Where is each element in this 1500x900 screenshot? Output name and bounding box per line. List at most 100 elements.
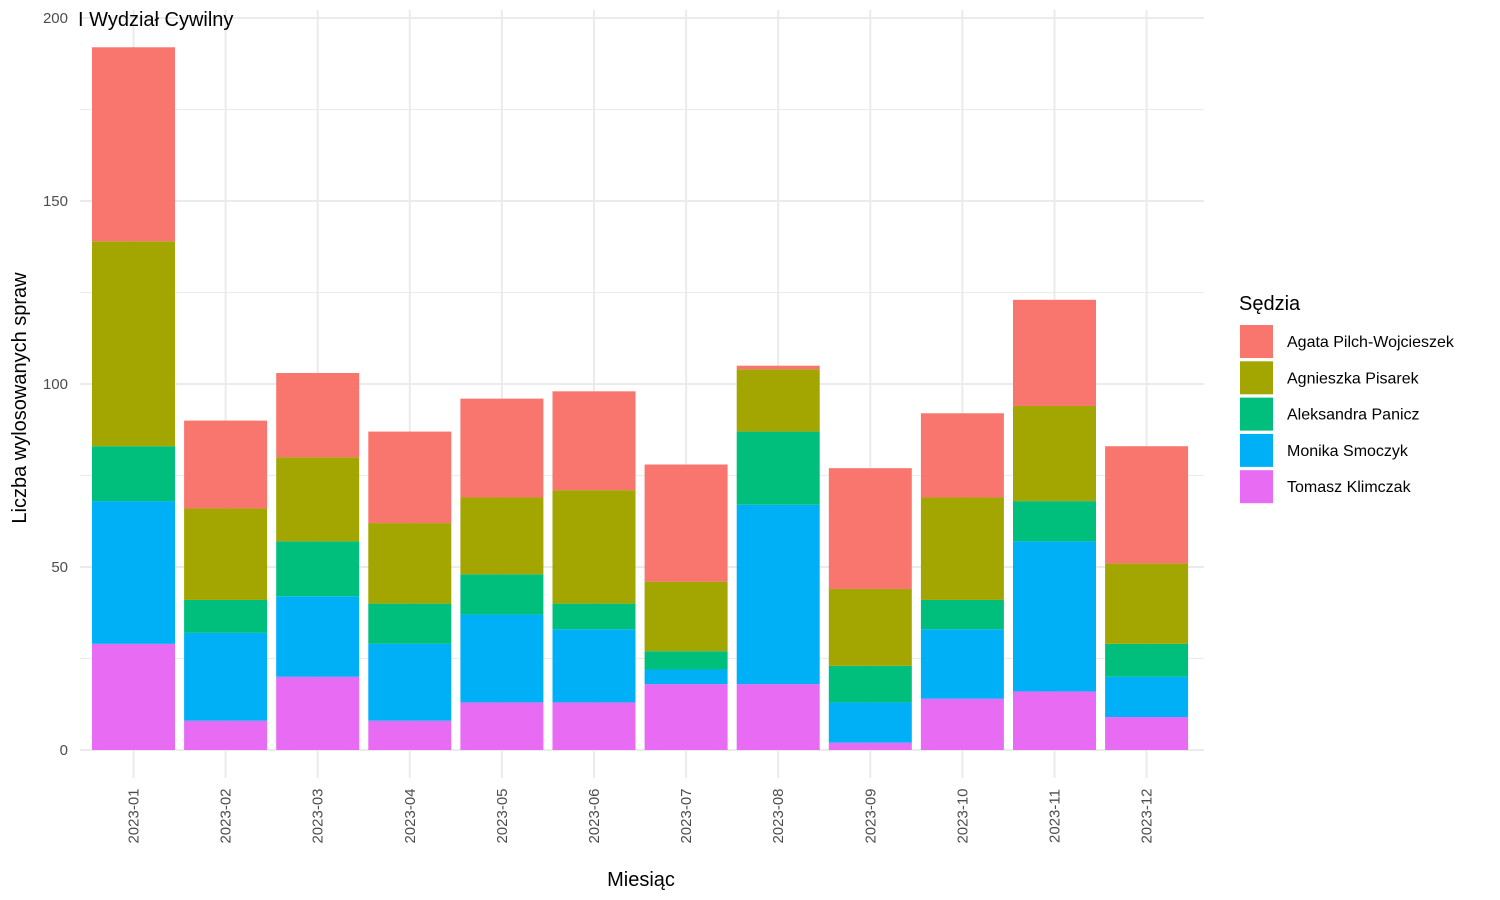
legend-label: Tomasz Klimczak: [1287, 479, 1412, 496]
bar-segment: [1105, 717, 1189, 750]
bar-stack: [92, 47, 175, 750]
x-tick-label: 2023-12: [1139, 788, 1156, 843]
bar-segment: [184, 720, 268, 750]
bar-segment: [1013, 405, 1096, 502]
x-tick-label: 2023-07: [678, 788, 695, 843]
bar-segment: [276, 596, 360, 677]
x-tick-label: 2023-10: [954, 788, 971, 843]
bar-segment: [92, 501, 175, 644]
bar-segment: [644, 651, 728, 670]
bar-segment: [460, 614, 544, 703]
bar-segment: [552, 702, 636, 750]
bar-segment: [1013, 501, 1096, 542]
bar-stack: [1105, 446, 1189, 750]
legend-swatch: [1240, 433, 1273, 467]
y-tick-label: 50: [51, 559, 68, 576]
bar-segment: [920, 629, 1004, 699]
x-tick-label: 2023-08: [770, 788, 787, 843]
bar-segment: [92, 643, 175, 750]
bar-segment: [184, 632, 268, 721]
bar-segment: [828, 742, 912, 750]
bar-segment: [644, 464, 728, 582]
bar-segment: [184, 508, 268, 600]
bar-segment: [644, 669, 728, 685]
bar-segment: [276, 676, 360, 750]
x-tick-label: 2023-04: [402, 788, 419, 843]
bar-stack: [552, 391, 636, 750]
legend-swatch: [1240, 325, 1273, 358]
bar-segment: [1013, 299, 1096, 406]
bar-segment: [92, 47, 175, 242]
legend-item: Aleksandra Panicz: [1240, 397, 1420, 431]
x-axis-ticks: 2023-01 2023-02 2023-03 2023-04 2023-05 2023-…: [126, 788, 1156, 843]
bar-segment: [828, 468, 912, 589]
bar-stack: [184, 420, 268, 750]
bar-stacks: [92, 47, 1189, 750]
bar-segment: [736, 365, 820, 370]
bar-segment: [920, 497, 1004, 600]
legend-item: Agata Pilch-Wojcieszek: [1240, 325, 1455, 358]
bar-stack: [736, 365, 820, 750]
bar-segment: [552, 391, 636, 491]
bar-segment: [460, 398, 544, 498]
x-tick-label: 2023-03: [310, 788, 327, 843]
bar-segment: [736, 369, 820, 432]
bar-segment: [1105, 643, 1189, 677]
bar-stack: [368, 431, 452, 750]
bar-segment: [920, 413, 1004, 498]
bar-segment: [460, 497, 544, 575]
bar-segment: [644, 684, 728, 750]
bar-stack: [644, 464, 728, 750]
legend-swatch: [1240, 470, 1273, 504]
legend-title: Sędzia: [1239, 293, 1301, 315]
bar-segment: [460, 574, 544, 615]
x-tick-label: 2023-11: [1047, 789, 1064, 843]
x-tick-label: 2023-06: [586, 788, 603, 843]
bar-segment: [1105, 446, 1189, 564]
bar-stack: [276, 373, 360, 750]
y-axis-ticks: 0 50 100 150 200: [43, 10, 68, 759]
bar-stack: [828, 468, 912, 750]
x-tick-label: 2023-02: [218, 788, 235, 843]
legend-label: Agnieszka Pisarek: [1287, 370, 1420, 387]
bar-stack: [460, 398, 544, 750]
bar-segment: [644, 581, 728, 652]
bar-segment: [460, 702, 544, 750]
bar-segment: [920, 599, 1004, 630]
bar-segment: [368, 720, 452, 750]
y-tick-label: 100: [43, 376, 68, 393]
bar-segment: [828, 588, 912, 666]
legend-item: Monika Smoczyk: [1240, 433, 1409, 467]
bar-segment: [276, 541, 360, 597]
y-tick-label: 200: [43, 10, 68, 27]
bar-segment: [736, 504, 820, 685]
bar-segment: [920, 698, 1004, 750]
bar-segment: [1105, 676, 1189, 718]
bar-segment: [368, 643, 452, 721]
bar-segment: [828, 702, 912, 743]
legend: Sędzia Agata Pilch-Wojcieszek Agnieszka P…: [1239, 293, 1455, 504]
bar-segment: [736, 684, 820, 750]
bar-stack: [1013, 299, 1096, 750]
bar-stack: [920, 413, 1004, 750]
legend-swatch: [1240, 361, 1273, 395]
x-tick-label: 2023-09: [862, 788, 879, 843]
chart-title: I Wydział Cywilny: [78, 9, 233, 31]
bar-segment: [552, 490, 636, 604]
bar-segment: [1105, 563, 1189, 644]
bar-segment: [184, 599, 268, 633]
bar-segment: [828, 665, 912, 703]
legend-swatch: [1240, 397, 1273, 431]
bar-segment: [276, 373, 360, 458]
bar-segment: [368, 603, 452, 644]
bar-segment: [1013, 541, 1096, 692]
y-axis-title: Liczba wylosowanych spraw: [9, 272, 31, 524]
bar-segment: [184, 420, 268, 509]
legend-label: Monika Smoczyk: [1287, 443, 1409, 460]
bar-segment: [368, 523, 452, 604]
bar-segment: [552, 603, 636, 630]
bar-segment: [92, 446, 175, 502]
x-tick-label: 2023-01: [126, 788, 143, 843]
bar-segment: [552, 629, 636, 703]
